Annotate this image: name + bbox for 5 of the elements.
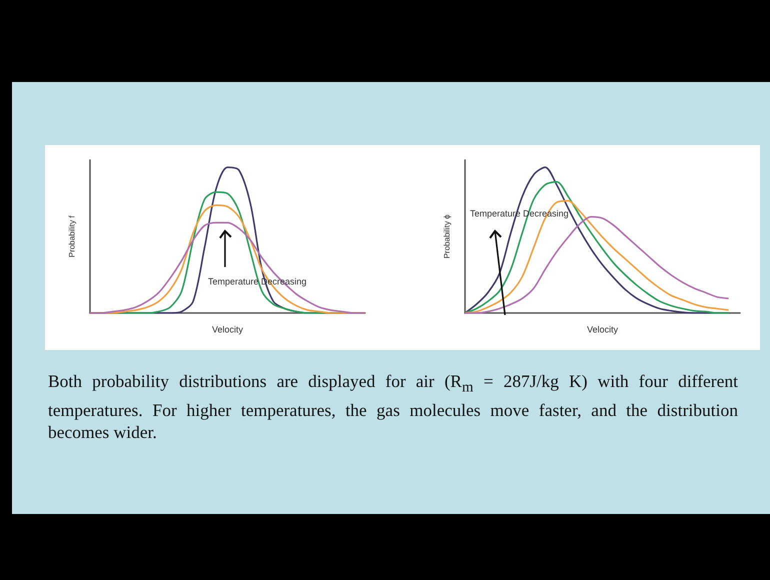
text: Both probability distributions are displayed for air (R$_{m}$ = 287J/kg K) with four different temperatures. For higher temperatures, the gas molecules move faster, and the distribution becomes wider.	[48, 370, 738, 442]
x-axis-title: Velocity	[586, 324, 618, 334]
x-axis-title: Velocity	[212, 324, 244, 334]
y-axis-title: Probability ϕ	[442, 214, 452, 259]
y-axis-title: Probability f	[68, 214, 76, 258]
